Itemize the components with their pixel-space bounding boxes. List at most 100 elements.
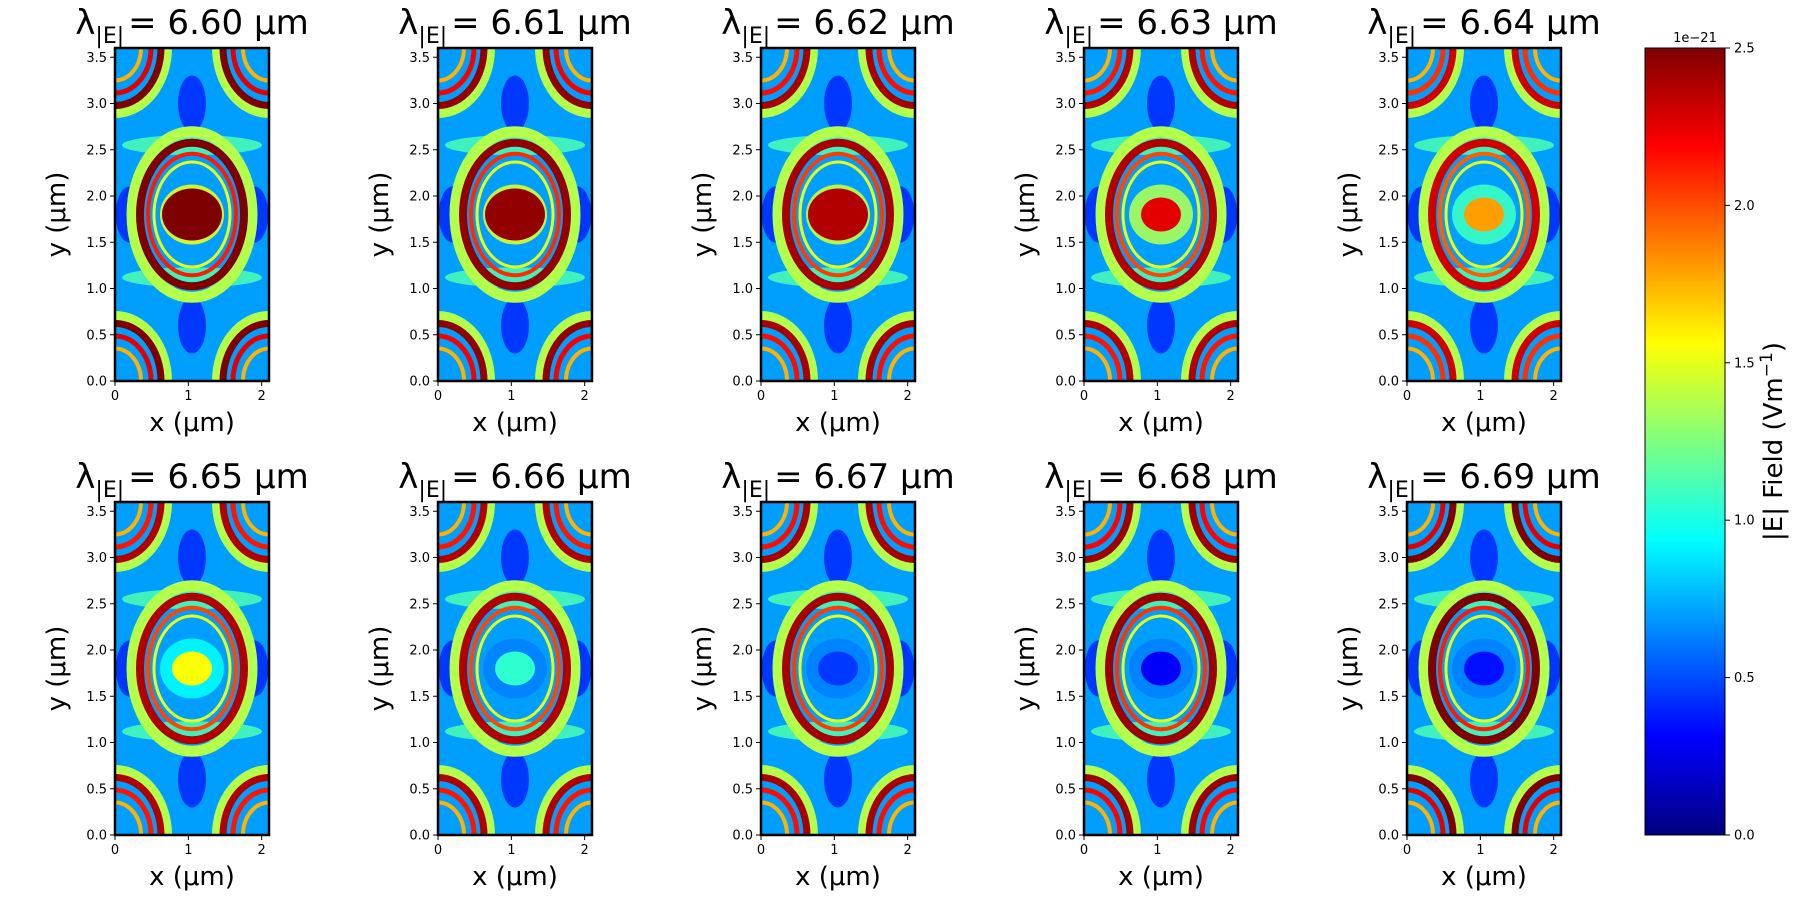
panel-title: λ|E| = 6.60 μm — [75, 3, 308, 49]
field-map — [115, 48, 269, 381]
y-tick-label: 1.5 — [732, 690, 753, 705]
y-tick-label: 3.0 — [1055, 551, 1076, 566]
heatmap-panel: 0 1 2 0.0 0.5 1.0 1.5 2.0 2.5 3.0 3.5 x (μm) y (μm) λ… — [42, 457, 309, 892]
y-tick-label: 0.5 — [409, 328, 430, 343]
y-axis-label: y (μm) — [688, 626, 718, 712]
panel-title-value: = 6.65 μm — [128, 457, 309, 497]
x-axis-label: x (μm) — [149, 862, 235, 892]
y-tick-label: 0.0 — [732, 829, 753, 844]
panel-title-symbol: λ — [1367, 3, 1387, 43]
y-tick-label: 3.0 — [732, 551, 753, 566]
panel-title-subscript: |E| — [1387, 24, 1416, 49]
y-tick-label: 0.0 — [1055, 829, 1076, 844]
y-tick-label: 2.5 — [86, 143, 107, 158]
y-tick-label: 1.0 — [86, 736, 107, 751]
y-tick-label: 2.5 — [409, 597, 430, 612]
x-tick-label: 1 — [1476, 389, 1484, 404]
x-tick-label: 2 — [581, 843, 589, 858]
heatmap-panel: 0 1 2 0.0 0.5 1.0 1.5 2.0 2.5 3.0 3.5 x (μm) y (μm) λ… — [42, 3, 309, 438]
field-ring — [126, 580, 258, 757]
field-map — [1407, 48, 1561, 381]
field-low-lobe — [1147, 297, 1175, 354]
axes-frame — [436, 46, 594, 383]
field-ring — [146, 151, 238, 278]
x-tick-label: 1 — [507, 389, 515, 404]
y-tick-label: 0.0 — [732, 375, 753, 390]
y-axis-label: y (μm) — [42, 626, 72, 712]
y-tick-label: 3.0 — [409, 551, 430, 566]
y-tick-label: 2.5 — [732, 597, 753, 612]
field-ring — [1418, 126, 1550, 303]
panel-title-value: = 6.64 μm — [1420, 3, 1601, 43]
y-tick-label: 3.5 — [409, 505, 430, 520]
y-tick-label: 0.5 — [1378, 782, 1399, 797]
panel-title-value: = 6.66 μm — [451, 457, 632, 497]
y-tick-label: 2.0 — [409, 190, 430, 205]
y-tick-label: 1.0 — [1055, 736, 1076, 751]
y-axis-label: y (μm) — [1334, 172, 1364, 258]
field-ring — [146, 605, 238, 732]
field-low-lobe — [1147, 751, 1175, 808]
y-tick-label: 0.0 — [1378, 375, 1399, 390]
heatmap-panel: 0 1 2 0.0 0.5 1.0 1.5 2.0 2.5 3.0 3.5 x (μm) y (μm) λ… — [688, 3, 955, 438]
field-ring — [1095, 126, 1227, 303]
field-ring — [1438, 151, 1530, 278]
y-tick-label: 2.0 — [1378, 190, 1399, 205]
y-tick-label: 3.5 — [1378, 51, 1399, 66]
y-tick-label: 2.5 — [1055, 597, 1076, 612]
field-ring — [449, 580, 581, 757]
field-ring — [1428, 138, 1540, 291]
field-low-lobe — [1470, 297, 1498, 354]
panel-title-subscript: |E| — [1387, 478, 1416, 503]
panel-title-value: = 6.69 μm — [1420, 457, 1601, 497]
x-axis-label: x (μm) — [472, 862, 558, 892]
field-ring — [782, 138, 894, 291]
y-tick-label: 0.0 — [1055, 375, 1076, 390]
field-map — [1084, 48, 1238, 381]
x-tick-label: 1 — [184, 843, 192, 858]
field-map — [761, 48, 915, 381]
field-center — [495, 651, 535, 686]
y-tick-label: 2.0 — [1378, 644, 1399, 659]
x-tick-label: 1 — [830, 843, 838, 858]
panel-title: λ|E| = 6.61 μm — [398, 3, 631, 49]
field-ring — [469, 605, 561, 732]
heatmap-panel: 0 1 2 0.0 0.5 1.0 1.5 2.0 2.5 3.0 3.5 x (μm) y (μm) λ… — [1011, 3, 1278, 438]
field-map — [115, 502, 269, 835]
colorbar-frame — [1644, 47, 1726, 836]
x-axis-label: x (μm) — [1441, 408, 1527, 438]
y-tick-label: 2.0 — [1055, 644, 1076, 659]
x-tick-label: 0 — [1403, 843, 1411, 858]
x-tick-label: 0 — [111, 389, 119, 404]
heatmap-panel: 0 1 2 0.0 0.5 1.0 1.5 2.0 2.5 3.0 3.5 x (μm) y (μm) λ… — [365, 457, 632, 892]
y-tick-label: 1.5 — [1378, 236, 1399, 251]
x-tick-label: 0 — [434, 843, 442, 858]
x-axis-label: x (μm) — [1118, 862, 1204, 892]
y-tick-label: 0.5 — [732, 782, 753, 797]
x-axis-label: x (μm) — [795, 408, 881, 438]
axes-frame — [1405, 500, 1563, 837]
y-tick-label: 2.5 — [409, 143, 430, 158]
y-tick-label: 2.0 — [732, 644, 753, 659]
x-tick-label: 1 — [507, 843, 515, 858]
y-tick-label: 3.5 — [86, 505, 107, 520]
y-tick-label: 0.0 — [409, 375, 430, 390]
y-tick-label: 3.5 — [1378, 505, 1399, 520]
y-tick-label: 0.5 — [86, 328, 107, 343]
field-ring — [772, 126, 904, 303]
y-tick-label: 3.5 — [409, 51, 430, 66]
y-tick-label: 2.5 — [1055, 143, 1076, 158]
y-axis-label: y (μm) — [365, 172, 395, 258]
field-ring — [792, 151, 884, 278]
field-center — [1141, 651, 1181, 686]
field-map — [438, 48, 592, 381]
heatmap-panel: 0 1 2 0.0 0.5 1.0 1.5 2.0 2.5 3.0 3.5 x (μm) y (μm) λ… — [1334, 457, 1601, 892]
x-tick-label: 2 — [258, 389, 266, 404]
colorbar-tick-label: 2.0 — [1734, 199, 1755, 214]
field-low-lobe — [824, 297, 852, 354]
colorbar-ticks: 0.0 0.5 1.0 1.5 2.0 2.5 — [1725, 42, 1755, 844]
heatmap-panel: 0 1 2 0.0 0.5 1.0 1.5 2.0 2.5 3.0 3.5 x (μm) y (μm) λ… — [365, 3, 632, 438]
panel-title-symbol: λ — [1367, 457, 1387, 497]
x-tick-label: 0 — [1080, 389, 1088, 404]
